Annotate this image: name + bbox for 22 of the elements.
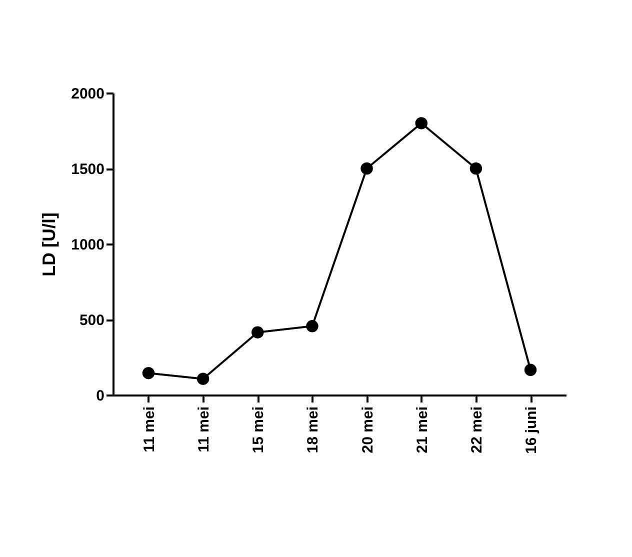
- point: [360, 162, 373, 175]
- point: [306, 320, 318, 332]
- x-tick-label: 22 mei: [468, 406, 486, 454]
- x-tick-label: 15 mei: [250, 406, 268, 454]
- point: [142, 366, 155, 380]
- x-tick-label: 11 mei: [140, 406, 158, 452]
- point: [470, 162, 482, 175]
- point: [252, 326, 264, 338]
- y-axis-title: LD [U/l]: [39, 212, 60, 276]
- y-tick-label: 500: [79, 312, 104, 329]
- y-tick-label: 1000: [71, 236, 104, 254]
- x-tick-label: 18 mei: [304, 406, 322, 454]
- y-tick-label: 0: [96, 388, 104, 404]
- x-tick-label: 21 mei: [414, 406, 431, 454]
- x-tick-label: 16 juni: [523, 406, 540, 454]
- point: [415, 117, 428, 130]
- y-tick-label: 2000: [71, 86, 104, 102]
- point: [196, 372, 210, 385]
- x-tick-label: 11 mei: [196, 406, 213, 452]
- y-tick-label: 1500: [71, 161, 104, 178]
- x-tick-label: 20 mei: [359, 406, 376, 454]
- point: [524, 364, 537, 376]
